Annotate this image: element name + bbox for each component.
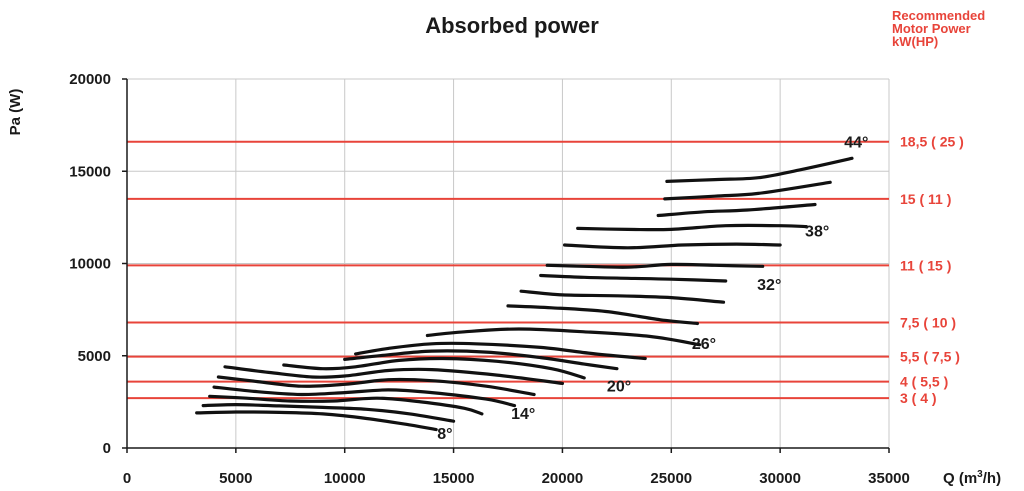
- angle-label-2: 20°: [607, 378, 631, 395]
- angle-label-5: 38°: [805, 223, 829, 240]
- y-tick-label-0: 0: [103, 440, 111, 457]
- power-curve-5: [223, 365, 564, 385]
- power-curve-9: [425, 327, 702, 347]
- motor-power-title: Recommended Motor Power kW(HP): [892, 8, 989, 49]
- axes: [122, 78, 890, 453]
- x-tick-label-3: 15000: [433, 470, 475, 487]
- motor-label-6: 3 ( 4 ): [900, 390, 937, 406]
- power-curve-3: [212, 385, 517, 408]
- angle-label-4: 32°: [757, 277, 781, 294]
- angle-label-3: 26°: [692, 336, 716, 353]
- x-tick-label-5: 25000: [650, 470, 692, 487]
- x-axis-label-superscript: 3: [977, 469, 983, 480]
- y-axis-label: Pa (W): [7, 89, 24, 136]
- x-tick-label-0: 0: [123, 470, 131, 487]
- x-tick-label-6: 30000: [759, 470, 801, 487]
- y-tick-label-4: 20000: [69, 71, 111, 88]
- motor-power-title-line-2: Motor Power: [892, 21, 971, 36]
- motor-power-title-line-1: Recommended: [892, 8, 985, 23]
- motor-label-1: 15 ( 11 ): [900, 191, 951, 207]
- motor-power-title-line-3: kW(HP): [892, 34, 938, 49]
- y-tick-label-2: 10000: [69, 256, 111, 273]
- power-curve-16: [656, 202, 817, 218]
- motor-label-5: 4 ( 5,5 ): [900, 374, 948, 390]
- angle-label-6: 44°: [844, 135, 868, 152]
- motor-power-lines: [127, 140, 889, 400]
- angle-label-0: 8°: [437, 426, 452, 443]
- power-curve-14: [563, 242, 782, 250]
- tick-labels: 0 5000 10000 15000 20000 25000 30000 35000 0 5000…: [69, 71, 910, 487]
- x-tick-label-1: 5000: [219, 470, 252, 487]
- x-tick-label-2: 10000: [324, 470, 366, 487]
- y-tick-label-3: 15000: [69, 163, 111, 180]
- power-curve-2: [208, 394, 484, 416]
- power-curve-0: [195, 410, 438, 432]
- power-curve-18: [665, 156, 854, 183]
- grid: [127, 78, 890, 448]
- motor-label-3: 7,5 ( 10 ): [900, 315, 956, 331]
- power-curve-12: [539, 273, 728, 283]
- power-curve-13: [545, 262, 765, 269]
- motor-label-0: 18,5 ( 25 ): [900, 134, 964, 150]
- power-curve-6: [282, 356, 586, 380]
- power-curves: [195, 156, 854, 432]
- motor-power-labels: 18,5 ( 25 ) 15 ( 11 ) 11 ( 15 ) 7,5 ( 10 ) 5…: [900, 134, 964, 406]
- power-curve-15: [576, 223, 808, 232]
- x-axis-label-end: /h): [983, 470, 1001, 487]
- power-curve-7: [343, 349, 619, 371]
- x-axis-label: Q (m3/h): [943, 469, 1001, 487]
- power-curve-10: [506, 304, 699, 326]
- x-axis-label-main: Q (m: [943, 470, 977, 487]
- angle-label-1: 14°: [511, 406, 535, 423]
- power-curve-4: [216, 375, 536, 397]
- motor-label-2: 11 ( 15 ): [900, 257, 951, 273]
- x-tick-label-7: 35000: [868, 470, 910, 487]
- blade-angle-labels: 8° 14° 20° 26° 32° 38° 44°: [437, 135, 868, 444]
- chart-title: Absorbed power: [425, 13, 599, 38]
- power-curve-11: [519, 289, 726, 304]
- power-curve-8: [354, 341, 647, 361]
- power-curve-17: [663, 180, 832, 201]
- x-tick-label-4: 20000: [542, 470, 584, 487]
- motor-label-4: 5,5 ( 7,5 ): [900, 349, 960, 365]
- y-tick-label-1: 5000: [78, 348, 111, 365]
- power-curve-1: [201, 403, 456, 423]
